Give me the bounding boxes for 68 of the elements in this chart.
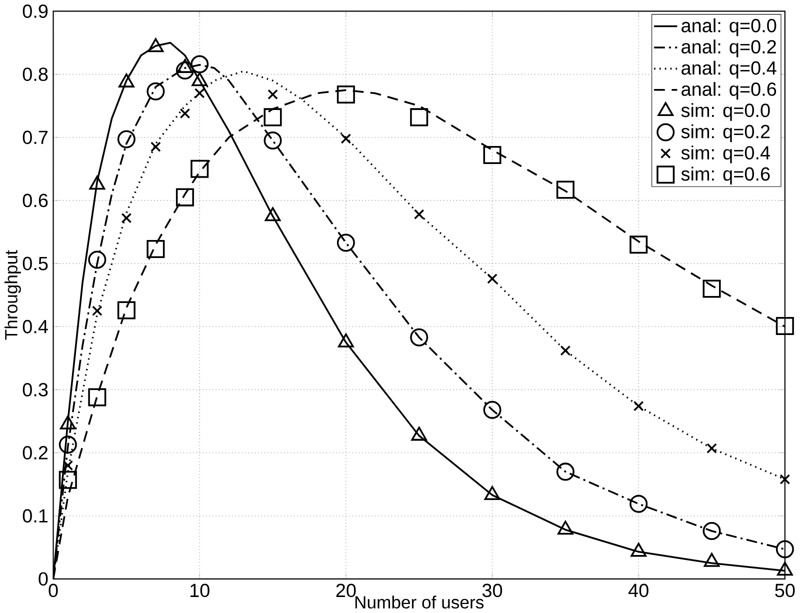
point bbox=[780, 474, 790, 484]
point bbox=[180, 108, 190, 119]
point bbox=[150, 142, 161, 152]
point bbox=[556, 462, 574, 481]
x-tick-label: 50 bbox=[775, 584, 795, 598]
y-tick-label: 0.2 bbox=[22, 446, 48, 460]
point bbox=[264, 108, 282, 126]
point bbox=[706, 443, 717, 454]
y-tick-label: 0.1 bbox=[22, 509, 48, 523]
y-tick-label: 0.9 bbox=[22, 4, 48, 18]
y-tick-label: 0.5 bbox=[22, 256, 48, 270]
point bbox=[414, 209, 424, 220]
y-tick-label: 0.7 bbox=[22, 130, 48, 144]
point bbox=[58, 470, 77, 489]
point bbox=[776, 316, 794, 335]
point bbox=[410, 328, 428, 346]
point bbox=[630, 494, 648, 513]
point bbox=[483, 400, 502, 419]
point bbox=[410, 108, 428, 126]
point bbox=[264, 131, 282, 150]
legend-label: anal: q=0.4 bbox=[682, 60, 776, 78]
point bbox=[117, 301, 136, 320]
legend-label: sim: q=0.2 bbox=[681, 124, 770, 142]
x-tick-label: 40 bbox=[628, 584, 648, 598]
x-tick-label: 10 bbox=[190, 584, 210, 598]
y-tick-label: 0.3 bbox=[22, 382, 48, 396]
point bbox=[190, 160, 209, 178]
x-tick-label: 20 bbox=[336, 584, 356, 598]
legend-label: sim: q=0.4 bbox=[681, 146, 770, 164]
legend-label: sim: q=0.0 bbox=[681, 103, 770, 121]
x-tick-label: 0 bbox=[48, 584, 58, 598]
x-tick-label: 30 bbox=[482, 584, 502, 598]
point bbox=[633, 400, 644, 412]
y-axis-title: Throughput bbox=[4, 250, 21, 340]
point bbox=[702, 280, 721, 298]
y-tick-label: 0.6 bbox=[22, 194, 48, 208]
point bbox=[702, 522, 721, 540]
point bbox=[88, 388, 106, 406]
point bbox=[487, 273, 498, 284]
point bbox=[88, 250, 106, 269]
point bbox=[336, 85, 355, 104]
legend-label: anal: q=0.0 bbox=[682, 18, 776, 36]
point bbox=[556, 180, 574, 199]
point bbox=[340, 133, 352, 144]
y-tick-label: 0 bbox=[38, 572, 48, 586]
point bbox=[146, 82, 165, 100]
point bbox=[117, 130, 136, 148]
point bbox=[146, 240, 165, 258]
point bbox=[268, 89, 278, 100]
point bbox=[92, 306, 102, 316]
point bbox=[121, 212, 132, 224]
point bbox=[194, 88, 205, 98]
x-axis-title: Number of users bbox=[355, 596, 484, 609]
point bbox=[336, 234, 355, 252]
legend-label: anal: q=0.2 bbox=[682, 40, 776, 58]
point bbox=[176, 61, 194, 80]
point bbox=[62, 460, 74, 471]
legend-label: anal: q=0.6 bbox=[682, 82, 776, 100]
point bbox=[190, 55, 209, 74]
point bbox=[560, 345, 571, 356]
point bbox=[630, 236, 648, 254]
point bbox=[483, 146, 502, 164]
point bbox=[58, 436, 77, 454]
point bbox=[176, 188, 194, 206]
point bbox=[776, 540, 794, 558]
y-tick-label: 0.8 bbox=[22, 68, 48, 81]
legend-label: sim: q=0.6 bbox=[681, 166, 770, 184]
y-tick-label: 0.4 bbox=[22, 320, 48, 334]
